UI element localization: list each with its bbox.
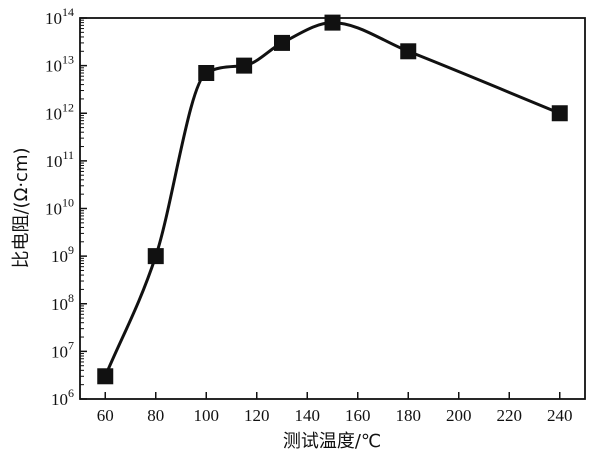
y-tick-label: 1012 xyxy=(45,100,74,123)
y-tick-exponent: 11 xyxy=(62,148,74,162)
y-tick-exponent: 9 xyxy=(68,243,74,257)
y-tick-exponent: 6 xyxy=(68,386,74,400)
y-tick-exponent: 12 xyxy=(62,100,74,114)
y-tick-base: 10 xyxy=(51,390,68,409)
y-tick-label: 107 xyxy=(51,338,74,361)
y-tick-base: 10 xyxy=(51,247,68,266)
y-tick-label: 109 xyxy=(51,243,74,266)
series-markers xyxy=(97,14,568,385)
data-point xyxy=(147,248,164,265)
y-tick-exponent: 10 xyxy=(62,196,74,210)
x-tick-label: 160 xyxy=(345,406,371,425)
y-tick-exponent: 14 xyxy=(62,5,74,19)
y-tick-label: 1014 xyxy=(45,5,74,28)
x-tick-label: 200 xyxy=(446,406,472,425)
x-axis-label: 测试温度/℃ xyxy=(283,431,381,452)
y-tick-label: 1011 xyxy=(45,148,74,171)
x-tick-label: 140 xyxy=(295,406,321,425)
x-tick-label: 180 xyxy=(396,406,422,425)
y-tick-exponent: 13 xyxy=(62,53,74,67)
y-tick-base: 10 xyxy=(51,342,68,361)
y-tick-base: 10 xyxy=(45,200,62,219)
y-tick-label: 1010 xyxy=(45,196,74,219)
y-tick-label: 108 xyxy=(51,291,74,314)
data-point xyxy=(324,14,341,31)
data-point xyxy=(274,34,290,51)
data-point xyxy=(551,105,568,122)
y-tick-label: 106 xyxy=(51,386,74,409)
x-tick-label: 60 xyxy=(97,406,114,425)
data-point xyxy=(400,43,417,60)
x-tick-label: 80 xyxy=(147,406,164,425)
x-tick-label: 220 xyxy=(497,406,523,425)
y-tick-label: 1013 xyxy=(45,53,74,76)
y-tick-base: 10 xyxy=(45,152,62,171)
y-tick-exponent: 7 xyxy=(68,338,74,352)
data-point xyxy=(198,65,215,82)
data-point xyxy=(97,368,114,385)
y-axis-label: 比电阻/(Ω·cm) xyxy=(11,147,32,268)
x-tick-label: 240 xyxy=(547,406,573,425)
plot-frame xyxy=(79,17,586,400)
y-tick-base: 10 xyxy=(45,57,62,76)
y-tick-base: 10 xyxy=(45,104,62,123)
x-axis-ticks: 60 80 100 120 140 160 180 200 220 240 xyxy=(97,392,573,425)
series-curve xyxy=(103,21,561,377)
y-tick-exponent: 8 xyxy=(68,291,74,305)
y-tick-base: 10 xyxy=(45,9,62,28)
data-point xyxy=(236,57,253,74)
x-tick-label: 120 xyxy=(244,406,270,425)
y-tick-base: 10 xyxy=(51,295,68,314)
x-tick-label: 100 xyxy=(194,406,220,425)
